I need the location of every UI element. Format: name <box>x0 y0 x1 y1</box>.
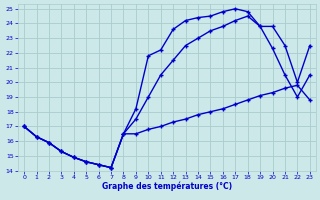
X-axis label: Graphe des températures (°C): Graphe des températures (°C) <box>102 181 232 191</box>
